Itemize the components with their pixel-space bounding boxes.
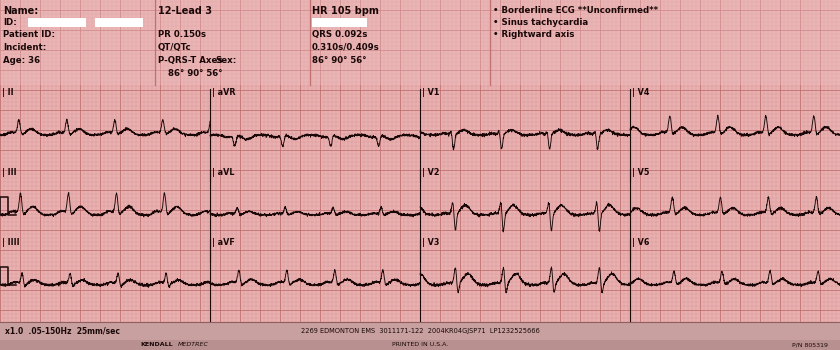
Text: Age: 36: Age: 36 [3, 56, 40, 65]
Text: P/N 805319: P/N 805319 [792, 343, 828, 348]
Text: Name:: Name: [3, 6, 39, 16]
Text: | aVL: | aVL [212, 168, 234, 177]
Text: | V2: | V2 [422, 168, 439, 177]
Text: Incident:: Incident: [3, 43, 46, 52]
Text: PR 0.150s: PR 0.150s [158, 30, 206, 39]
Bar [95, 18, 143, 27]
Text: KENDALL: KENDALL [140, 343, 173, 348]
Text: | aVF: | aVF [212, 238, 234, 247]
Text: | IIII: | IIII [2, 238, 19, 247]
Text: 12-Lead 3: 12-Lead 3 [158, 6, 212, 16]
Text: Sex:: Sex: [215, 56, 236, 65]
Text: | V4: | V4 [632, 88, 649, 97]
Text: 0.310s/0.409s: 0.310s/0.409s [312, 43, 380, 52]
Text: | V6: | V6 [632, 238, 649, 247]
Text: MEDTREC: MEDTREC [178, 343, 209, 348]
Bar [0, 0, 840, 85]
Text: 86° 90° 56°: 86° 90° 56° [168, 69, 223, 78]
Text: ID:: ID: [3, 18, 17, 27]
Text: Patient ID:: Patient ID: [3, 30, 55, 39]
Text: | III: | III [2, 168, 17, 177]
Text: QRS 0.092s: QRS 0.092s [312, 30, 367, 39]
Text: | V1: | V1 [422, 88, 439, 97]
Text: | aVR: | aVR [212, 88, 235, 97]
Bar [0, 340, 840, 350]
Text: P-QRS-T Axes: P-QRS-T Axes [158, 56, 223, 65]
Bar [0, 322, 840, 340]
Text: PRINTED IN U.S.A.: PRINTED IN U.S.A. [392, 343, 448, 348]
Bar [28, 18, 86, 27]
Text: | V3: | V3 [422, 238, 439, 247]
Bar [312, 18, 367, 27]
Text: QT/QTc: QT/QTc [158, 43, 192, 52]
Text: HR 105 bpm: HR 105 bpm [312, 6, 379, 16]
Text: | V5: | V5 [632, 168, 649, 177]
Text: 86° 90° 56°: 86° 90° 56° [312, 56, 366, 65]
Text: | II: | II [2, 88, 13, 97]
Text: x1.0  .05-150Hz  25mm/sec: x1.0 .05-150Hz 25mm/sec [5, 327, 120, 336]
Text: • Sinus tachycardia: • Sinus tachycardia [493, 18, 588, 27]
Text: • Rightward axis: • Rightward axis [493, 30, 575, 39]
Text: • Borderline ECG **Unconfirmed**: • Borderline ECG **Unconfirmed** [493, 6, 658, 15]
Text: 2269 EDMONTON EMS  3011171-122  2004KR04GJSP71  LP1232525666: 2269 EDMONTON EMS 3011171-122 2004KR04GJ… [301, 328, 539, 334]
